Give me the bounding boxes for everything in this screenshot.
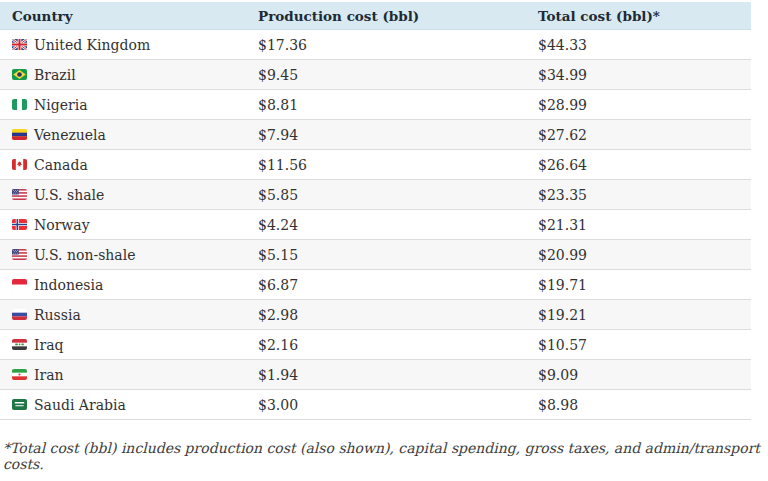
production-cost-value: $4.24 bbox=[258, 217, 538, 233]
flag-russia-icon bbox=[12, 309, 27, 320]
table-row: Indonesia $6.87 $19.71 bbox=[0, 270, 751, 300]
production-cost-value: $2.16 bbox=[258, 337, 538, 353]
column-header-total-cost: Total cost (bbl)* bbox=[538, 8, 751, 24]
country-label: Iraq bbox=[34, 337, 64, 353]
country-cell: Russia bbox=[0, 307, 258, 323]
total-cost-value: $10.57 bbox=[538, 337, 751, 353]
table-footnote: *Total cost (bbl) includes production co… bbox=[3, 440, 763, 472]
production-cost-value: $2.98 bbox=[258, 307, 538, 323]
total-cost-value: $19.71 bbox=[538, 277, 751, 293]
table-row: Iraq $2.16 $10.57 bbox=[0, 330, 751, 360]
table-row: Norway $4.24 $21.31 bbox=[0, 210, 751, 240]
flag-norway-icon bbox=[12, 219, 27, 230]
total-cost-value: $28.99 bbox=[538, 97, 751, 113]
flag-iraq-icon bbox=[12, 339, 27, 350]
total-cost-value: $26.64 bbox=[538, 157, 751, 173]
flag-nigeria-icon bbox=[12, 99, 27, 110]
country-label: United Kingdom bbox=[34, 37, 150, 53]
country-label: Venezuela bbox=[34, 127, 106, 143]
production-cost-value: $1.94 bbox=[258, 367, 538, 383]
table-row: U.S. shale $5.85 $23.35 bbox=[0, 180, 751, 210]
production-cost-value: $17.36 bbox=[258, 37, 538, 53]
flag-indonesia-icon bbox=[12, 279, 27, 290]
table-header-row: Country Production cost (bbl) Total cost… bbox=[0, 2, 751, 30]
production-cost-value: $9.45 bbox=[258, 67, 538, 83]
country-label: Canada bbox=[34, 157, 88, 173]
flag-canada-icon bbox=[12, 159, 27, 170]
table-row: Russia $2.98 $19.21 bbox=[0, 300, 751, 330]
total-cost-value: $19.21 bbox=[538, 307, 751, 323]
total-cost-value: $34.99 bbox=[538, 67, 751, 83]
flag-iran-icon bbox=[12, 369, 27, 380]
table-row: Venezuela $7.94 $27.62 bbox=[0, 120, 751, 150]
country-cell: U.S. shale bbox=[0, 187, 258, 203]
country-cell: Canada bbox=[0, 157, 258, 173]
country-cell: Norway bbox=[0, 217, 258, 233]
flag-saudi-arabia-icon bbox=[12, 399, 27, 410]
flag-united-kingdom-icon bbox=[12, 39, 27, 50]
country-label: U.S. shale bbox=[34, 187, 104, 203]
table-row: U.S. non-shale $5.15 $20.99 bbox=[0, 240, 751, 270]
country-label: Brazil bbox=[34, 67, 76, 83]
table-body: United Kingdom $17.36 $44.33 Brazil $9.4… bbox=[0, 30, 751, 420]
total-cost-value: $23.35 bbox=[538, 187, 751, 203]
table-row: Iran $1.94 $9.09 bbox=[0, 360, 751, 390]
flag-venezuela-icon bbox=[12, 129, 27, 140]
production-cost-value: $8.81 bbox=[258, 97, 538, 113]
country-cell: Saudi Arabia bbox=[0, 397, 258, 413]
column-header-production-cost: Production cost (bbl) bbox=[258, 8, 538, 24]
table-row: Canada $11.56 $26.64 bbox=[0, 150, 751, 180]
country-label: Iran bbox=[34, 367, 64, 383]
production-cost-value: $6.87 bbox=[258, 277, 538, 293]
country-cell: United Kingdom bbox=[0, 37, 258, 53]
country-label: Russia bbox=[34, 307, 81, 323]
country-label: Saudi Arabia bbox=[34, 397, 126, 413]
country-cell: Iran bbox=[0, 367, 258, 383]
table-row: Saudi Arabia $3.00 $8.98 bbox=[0, 390, 751, 420]
country-cell: Venezuela bbox=[0, 127, 258, 143]
production-cost-value: $7.94 bbox=[258, 127, 538, 143]
table-row: United Kingdom $17.36 $44.33 bbox=[0, 30, 751, 60]
country-label: Indonesia bbox=[34, 277, 103, 293]
total-cost-value: $8.98 bbox=[538, 397, 751, 413]
country-label: Norway bbox=[34, 217, 90, 233]
flag-united-states-icon bbox=[12, 249, 27, 260]
country-label: U.S. non-shale bbox=[34, 247, 135, 263]
table-row: Brazil $9.45 $34.99 bbox=[0, 60, 751, 90]
flag-united-states-icon bbox=[12, 189, 27, 200]
country-cell: Nigeria bbox=[0, 97, 258, 113]
total-cost-value: $44.33 bbox=[538, 37, 751, 53]
country-cell: Brazil bbox=[0, 67, 258, 83]
country-cell: Indonesia bbox=[0, 277, 258, 293]
production-cost-value: $3.00 bbox=[258, 397, 538, 413]
total-cost-value: $21.31 bbox=[538, 217, 751, 233]
total-cost-value: $20.99 bbox=[538, 247, 751, 263]
total-cost-value: $27.62 bbox=[538, 127, 751, 143]
production-cost-value: $11.56 bbox=[258, 157, 538, 173]
production-cost-value: $5.85 bbox=[258, 187, 538, 203]
country-cell: Iraq bbox=[0, 337, 258, 353]
production-cost-value: $5.15 bbox=[258, 247, 538, 263]
cost-table: Country Production cost (bbl) Total cost… bbox=[0, 2, 751, 420]
country-label: Nigeria bbox=[34, 97, 88, 113]
column-header-country: Country bbox=[0, 8, 258, 24]
table-row: Nigeria $8.81 $28.99 bbox=[0, 90, 751, 120]
flag-brazil-icon bbox=[12, 69, 27, 80]
total-cost-value: $9.09 bbox=[538, 367, 751, 383]
country-cell: U.S. non-shale bbox=[0, 247, 258, 263]
